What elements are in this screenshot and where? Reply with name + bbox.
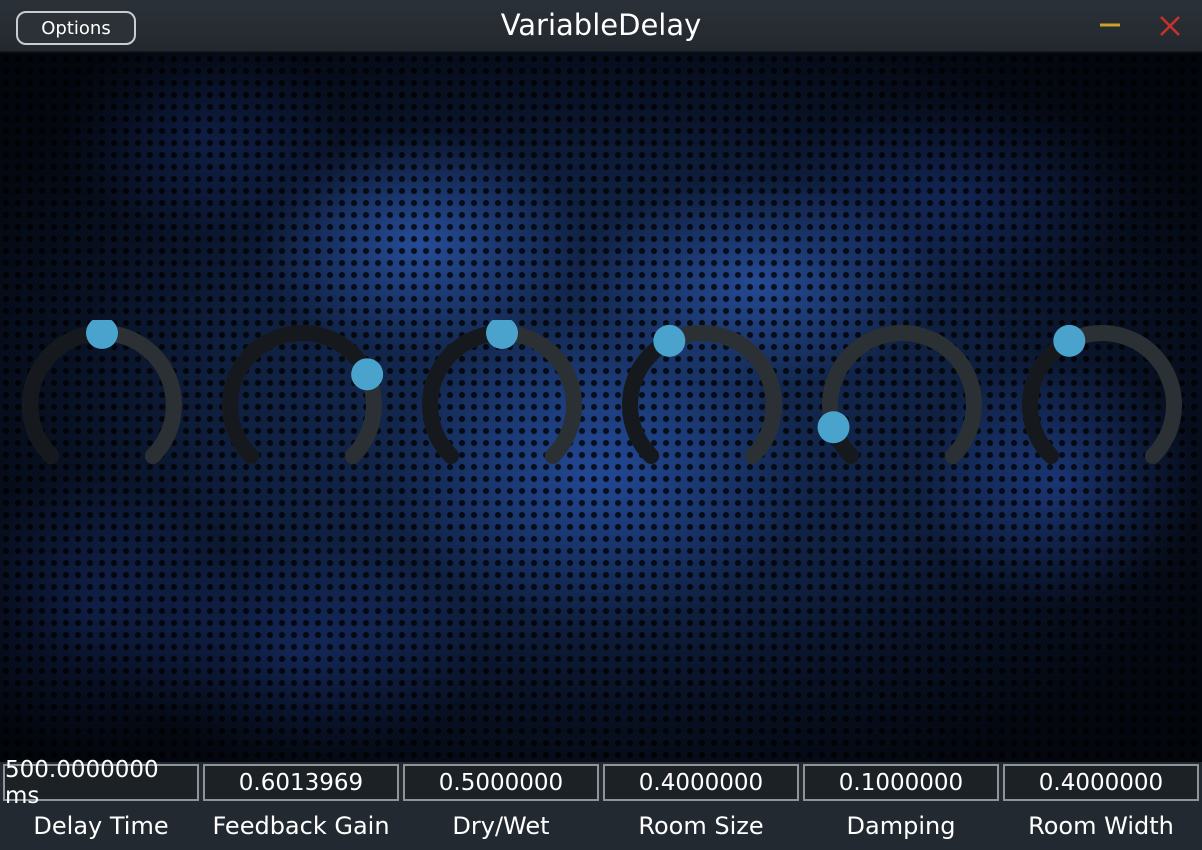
- knob-room-width-graphic: [1022, 324, 1182, 464]
- knob-dry-wet[interactable]: [417, 317, 587, 490]
- minimize-icon: [1100, 23, 1120, 27]
- label-feedback-gain: Feedback Gain: [212, 812, 390, 840]
- value-field-feedback-gain[interactable]: 0.6013969: [203, 764, 399, 801]
- knob-track-filled: [22, 325, 110, 464]
- knob-damping[interactable]: [817, 320, 987, 490]
- knob-track-filled: [1022, 332, 1078, 464]
- label-dry-wet: Dry/Wet: [452, 812, 550, 840]
- close-icon: [1160, 16, 1180, 36]
- knob-handle: [486, 317, 518, 349]
- knob-handle: [86, 317, 118, 349]
- value-field-delay-time[interactable]: 500.0000000 ms: [3, 757, 199, 809]
- knob-track-filled: [622, 332, 678, 464]
- label-delay-time: Delay Time: [33, 812, 169, 840]
- value-field-room-width[interactable]: 0.4000000: [1003, 764, 1199, 801]
- knob-room-width[interactable]: [1017, 320, 1187, 490]
- plugin-panel: [0, 53, 1202, 762]
- knob-track-filled: [222, 325, 376, 464]
- knob-handle: [653, 324, 686, 357]
- knob-feedback-gain[interactable]: [217, 320, 387, 490]
- window-title: VariableDelay: [500, 8, 702, 42]
- knob-delay-time-graphic: [22, 317, 182, 464]
- knob-feedback-gain-graphic: [222, 325, 384, 464]
- label-damping: Damping: [846, 812, 956, 840]
- knob-handle: [817, 411, 850, 444]
- value-field-dry-wet[interactable]: 0.5000000: [403, 764, 599, 801]
- value-field-damping[interactable]: 0.1000000: [803, 764, 999, 801]
- knob-dry-wet-graphic: [422, 317, 582, 464]
- knob-damping-graphic: [817, 325, 982, 464]
- minimize-button[interactable]: [1094, 10, 1126, 42]
- knob-track: [822, 325, 982, 464]
- background-vignette: [0, 53, 1202, 762]
- knob-track-filled: [422, 325, 510, 464]
- options-button[interactable]: Options: [16, 11, 136, 45]
- title-bar: Options VariableDelay: [0, 0, 1202, 52]
- label-room-width: Room Width: [1028, 812, 1174, 840]
- knob-room-size-graphic: [622, 324, 782, 464]
- close-button[interactable]: [1154, 10, 1186, 42]
- knob-delay-time[interactable]: [17, 317, 187, 490]
- value-field-room-size[interactable]: 0.4000000: [603, 764, 799, 801]
- knob-room-size[interactable]: [617, 320, 787, 490]
- label-room-size: Room Size: [638, 812, 764, 840]
- knob-handle: [351, 358, 384, 391]
- knob-handle: [1053, 324, 1086, 357]
- parameter-strip: 500.0000000 ms 0.6013969 0.5000000 0.400…: [0, 757, 1202, 850]
